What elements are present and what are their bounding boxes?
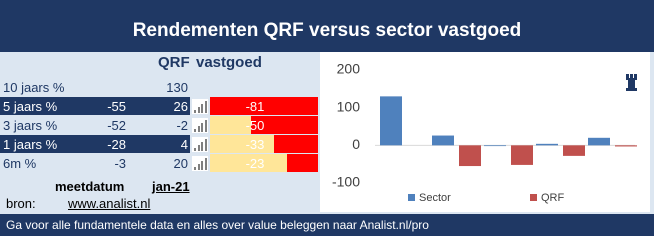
signal-icon [192,137,208,152]
signal-bar [194,148,196,151]
signal-bar [201,104,203,113]
bar [588,137,610,146]
row-background [0,116,190,134]
y-tick-label: 100 [337,98,361,114]
legend-label: Sector [419,192,451,204]
qrf-value: -3 [114,156,126,171]
date-label: meetdatum [55,179,125,194]
signal-bar [197,107,200,113]
bar [511,145,533,165]
chart-background [320,52,650,212]
diff-value: -50 [245,118,265,133]
diff-value: -33 [245,137,265,152]
row-background [0,154,190,172]
signal-bar [194,110,196,113]
header-bar [0,0,654,52]
bar [563,145,585,156]
signal-bar [201,142,203,151]
signal-bar [194,129,196,132]
date-value: jan-21 [152,179,190,194]
signal-bar [194,167,196,170]
y-tick-label: -100 [332,174,360,190]
row-label: 1 jaars % [3,137,58,152]
legend-label: QRF [541,192,565,204]
row-label: 6m % [3,156,37,171]
bar [380,96,402,146]
chart: -100 0 100 200 Sector QRF [320,52,650,212]
title: Rendementen QRF versus sector vastgoed [132,20,522,41]
signal-bar [204,139,207,151]
diff-bar [287,154,318,172]
row-label: 10 jaars % [3,80,65,95]
bar [615,145,637,147]
sector-value: 130 [166,80,188,95]
source-label: bron: [6,196,36,211]
diff-bar [274,135,318,153]
legend-swatch [530,194,537,201]
diff-value: -23 [245,156,265,171]
bar [432,135,454,146]
row-background [0,135,190,153]
bar [459,145,481,167]
diff-bar [251,116,318,134]
legend-swatch [408,194,415,201]
signal-bar [204,101,207,113]
row-background [0,97,190,115]
signal-bar [197,145,200,151]
signal-icon [192,156,208,171]
row-label: 5 jaars % [3,99,58,114]
sector-value: 4 [180,137,188,152]
qrf-value: -55 [107,99,126,114]
signal-bar [197,164,200,170]
row-label: 3 jaars % [3,118,58,133]
qrf-value: -52 [107,118,126,133]
footer-bar [0,214,654,236]
signal-icon [192,118,208,133]
signal-bar [201,123,203,132]
y-tick-label: 0 [352,136,360,152]
qrf-value [70,78,126,97]
sector-value: 20 [173,156,188,171]
footer-text[interactable]: Ga voor alle fundamentele data en alles … [6,218,429,232]
diff-value: -81 [245,99,265,114]
signal-icon [192,99,208,114]
bar [536,143,558,146]
row-background [0,78,190,96]
source-link[interactable]: www.analist.nl [68,196,151,211]
signal-bar [197,126,200,132]
signal-bar [201,161,203,170]
qrf-value: -28 [107,137,126,152]
sector-value: -2 [176,118,188,133]
bar [484,145,506,147]
rook-icon [626,74,637,91]
signal-bar [204,158,207,170]
column-header: vastgoed [196,54,262,71]
signal-bar [204,120,207,132]
column-header: QRF [158,54,190,71]
diff-bar [210,97,318,115]
y-tick-label: 200 [337,61,361,77]
sector-value: 26 [173,99,188,114]
